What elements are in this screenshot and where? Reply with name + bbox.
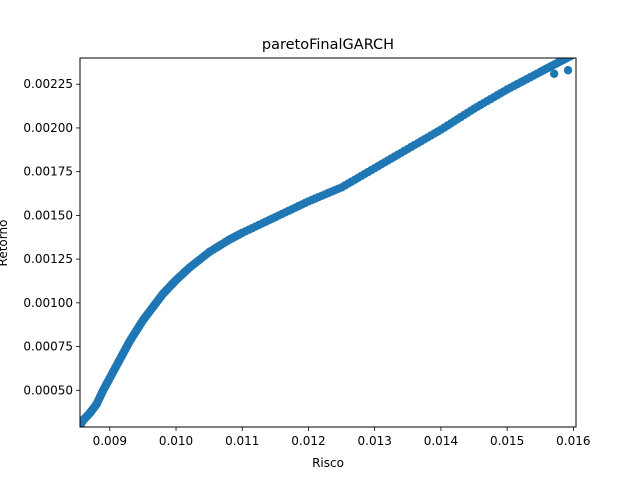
y-axis: 0.00050 0.00075 0.00100 0.00125 0.00150 0.001… xyxy=(23,77,80,397)
x-axis: 0.009 0.010 0.011 0.012 0.013 0.014 0.015 0.016 xyxy=(93,427,591,448)
y-tick-label: 0.00150 xyxy=(23,208,73,222)
x-tick-label: 0.014 xyxy=(424,434,458,448)
y-tick-label: 0.00175 xyxy=(23,165,73,179)
plot-background xyxy=(80,58,576,427)
x-tick-label: 0.012 xyxy=(291,434,325,448)
y-tick-label: 0.00125 xyxy=(23,252,73,266)
scatter-point xyxy=(563,66,573,75)
x-tick-label: 0.009 xyxy=(93,434,127,448)
x-tick-label: 0.010 xyxy=(159,434,193,448)
x-tick-label: 0.013 xyxy=(358,434,392,448)
scatter-point xyxy=(549,69,559,78)
plot-area xyxy=(79,57,577,428)
x-tick-label: 0.011 xyxy=(225,434,259,448)
x-axis-label: Risco xyxy=(312,456,344,470)
y-tick-label: 0.00200 xyxy=(23,121,73,135)
y-tick-label: 0.00050 xyxy=(23,383,73,397)
y-tick-label: 0.00225 xyxy=(23,77,73,91)
x-tick-label: 0.016 xyxy=(556,434,590,448)
x-tick-label: 0.015 xyxy=(490,434,524,448)
points-layer xyxy=(80,58,576,427)
y-tick-label: 0.00075 xyxy=(23,340,73,354)
y-tick-label: 0.00100 xyxy=(23,296,73,310)
chart-title: paretoFinalGARCH xyxy=(262,37,394,53)
y-axis-label: Retorno xyxy=(0,220,10,267)
plot-frame xyxy=(79,57,577,428)
